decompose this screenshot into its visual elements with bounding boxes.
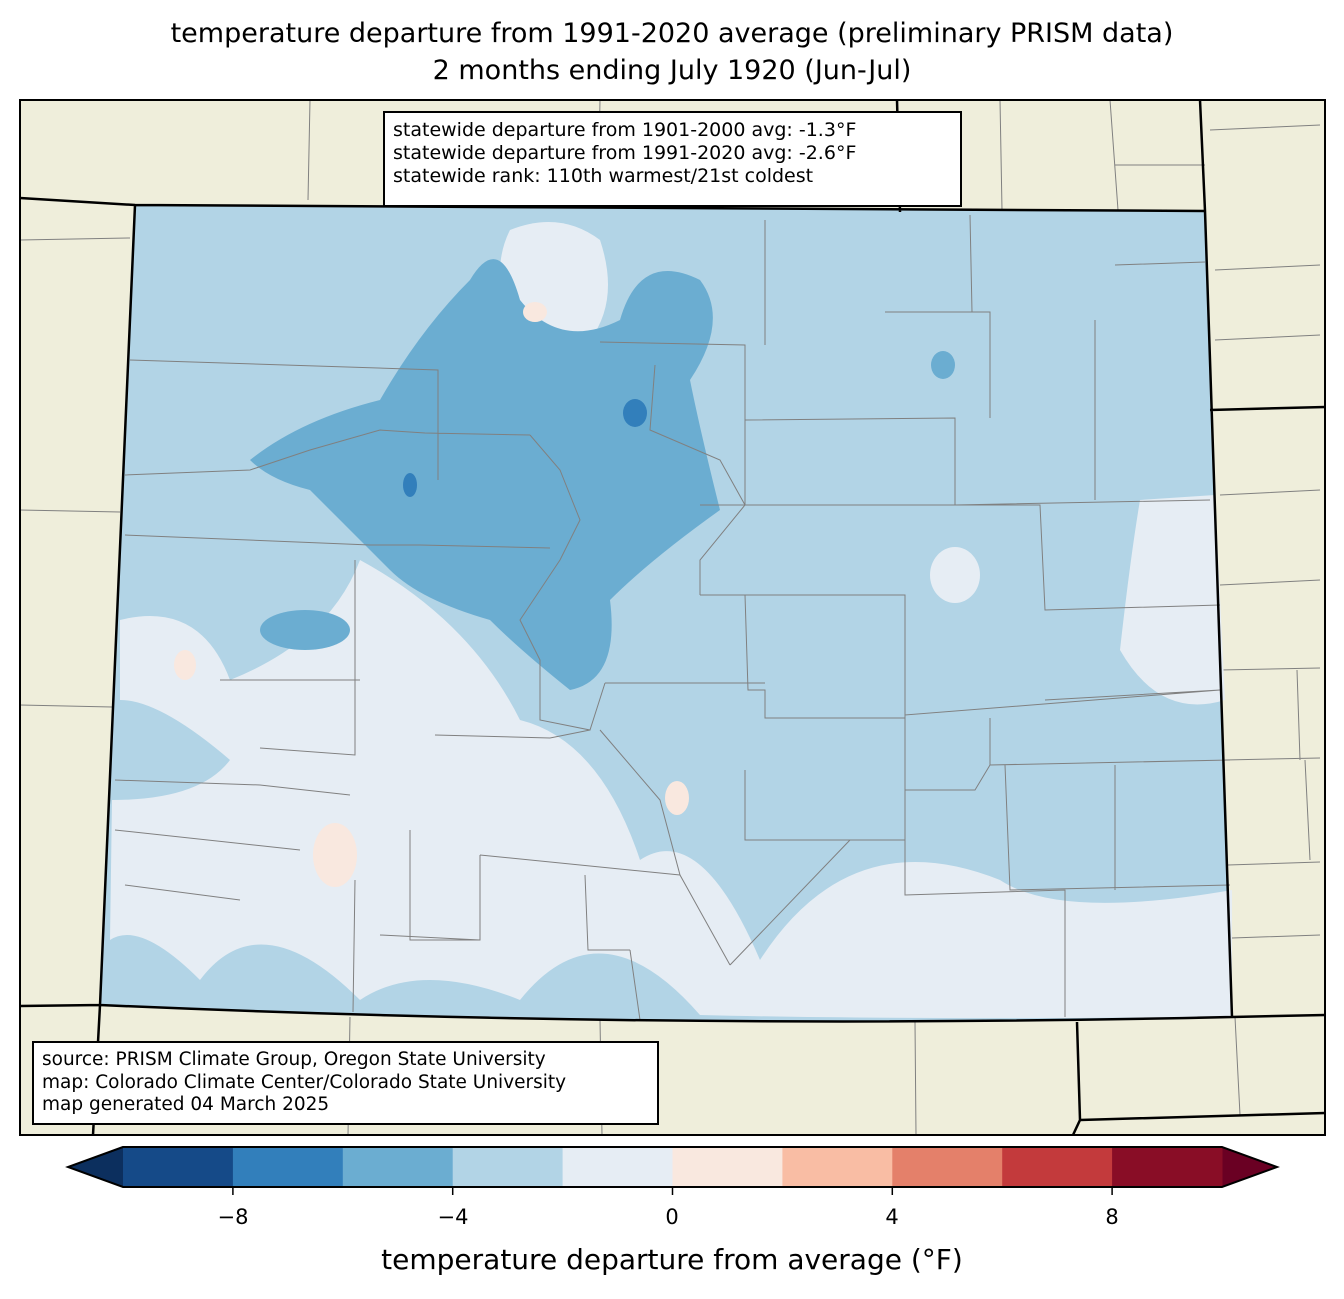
colorbar-bin [672, 1147, 783, 1187]
colorbar-bin [342, 1147, 454, 1187]
map-subtitle: 2 months ending July 1920 (Jun-Jul) [432, 55, 912, 86]
anomaly-contours [110, 222, 1232, 1019]
colorbar-bin [1112, 1147, 1223, 1187]
colorbar-bin [452, 1147, 564, 1187]
stat-departure-1901-2000: statewide departure from 1901-2000 avg: … [393, 119, 857, 141]
colorbar-bin [123, 1147, 234, 1187]
colorbar-bin [892, 1147, 1003, 1187]
colorbar-bin [782, 1147, 893, 1187]
map-credit-line: map: Colorado Climate Center/Colorado St… [42, 1071, 567, 1093]
generated-date-line: map generated 04 March 2025 [42, 1094, 330, 1115]
state-borders [19, 99, 1326, 1136]
colorbar-tick-label: 0 [665, 1205, 679, 1229]
colorbar-label: temperature departure from average (°F) [381, 1243, 963, 1276]
colorbar-bin [562, 1147, 673, 1187]
colorbar-tick-label: 8 [1105, 1205, 1119, 1229]
colorbar-bin [1002, 1147, 1113, 1187]
colorbar-under-arrow [68, 1147, 123, 1187]
colorbar-tick-label: 4 [885, 1205, 899, 1229]
statewide-stats-box: statewide departure from 1901-2000 avg: … [383, 111, 962, 207]
map-title: temperature departure from 1991-2020 ave… [170, 18, 1174, 49]
county-lines [114, 214, 1231, 1021]
colorbar-bin [232, 1147, 344, 1187]
colorbar-tick-label: −4 [437, 1205, 469, 1229]
colorbar-over-arrow [1222, 1147, 1277, 1187]
colorbar-outline [65, 1146, 1280, 1188]
map-frame [19, 99, 1326, 1136]
stat-departure-1991-2020: statewide departure from 1991-2020 avg: … [393, 142, 857, 164]
neighbor-county-lines [19, 99, 1321, 1136]
source-box: source: PRISM Climate Group, Oregon Stat… [32, 1041, 659, 1125]
colorbar [65, 1146, 1280, 1195]
stat-rank: statewide rank: 110th warmest/21st colde… [393, 165, 814, 187]
source-line: source: PRISM Climate Group, Oregon Stat… [42, 1049, 546, 1070]
colorbar-tick-label: −8 [217, 1205, 249, 1229]
